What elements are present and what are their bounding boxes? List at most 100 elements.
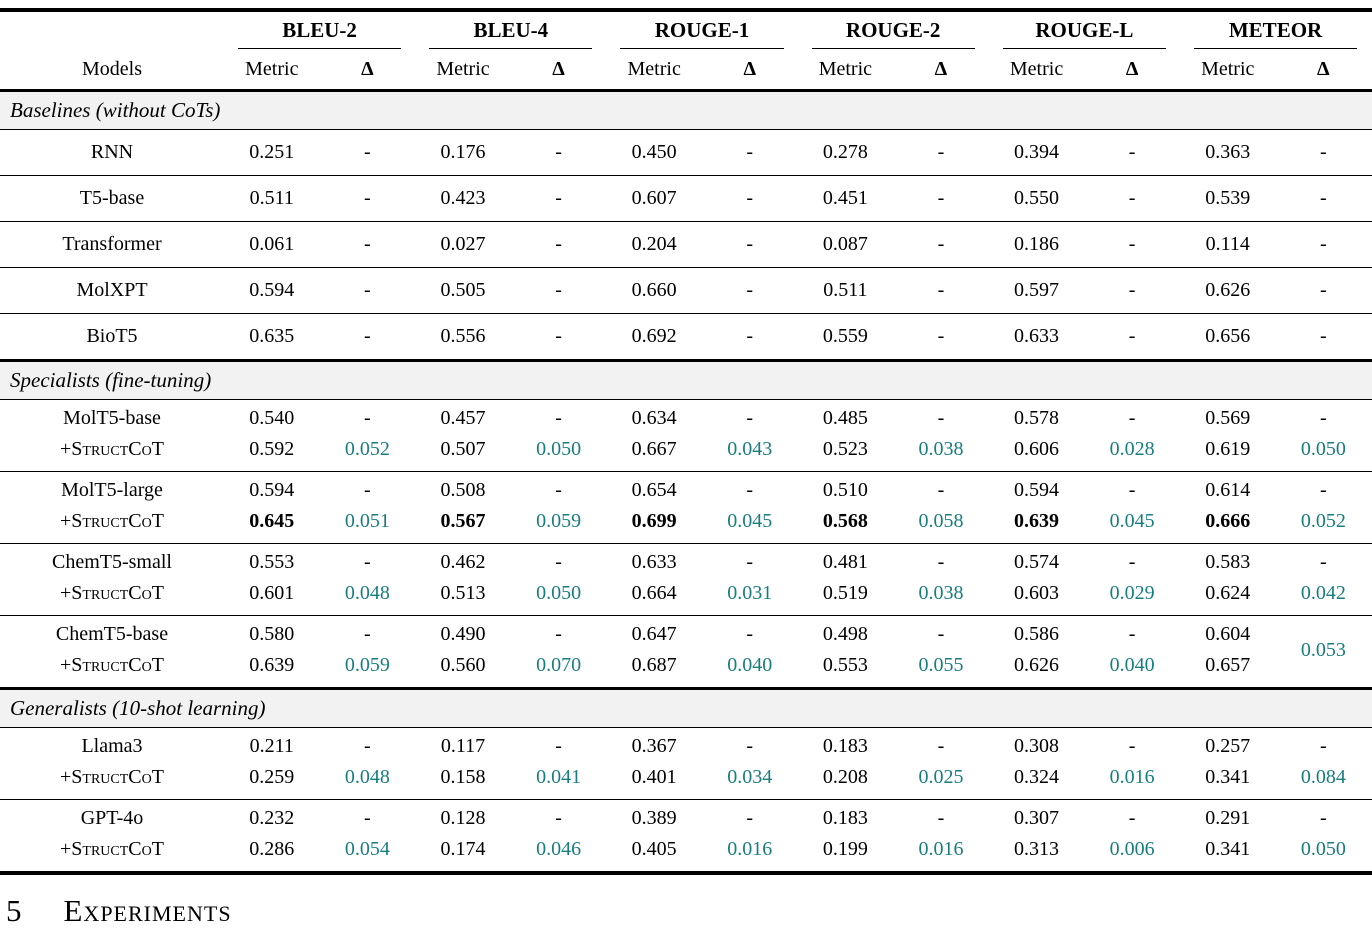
delta-value: - (555, 735, 562, 757)
table-row: BioT5 0.635 - 0.556 - 0.692 - 0.559 - 0.633 - 0.656… (0, 313, 1372, 359)
delta-value: 0.016 (727, 838, 773, 860)
delta-value: - (1319, 807, 1327, 829)
table-cell: 0.128 0.174 (415, 803, 511, 865)
delta-value: - (364, 735, 371, 757)
table-cell: 0.633 0.664 (606, 547, 702, 609)
table-cell: - (1084, 229, 1180, 260)
table-group-header-row: BLEU-2 BLEU-4 ROUGE-1 ROUGE-2 ROUGE-L METEOR (0, 8, 1372, 49)
delta-value: 0.052 (344, 438, 390, 460)
metric-value: 0.553 (822, 654, 868, 676)
metric-value: 0.660 (631, 279, 677, 301)
delta-value: - (1128, 551, 1136, 573)
metric-column-header: Metric (436, 57, 490, 80)
metric-value: 0.664 (631, 582, 677, 604)
model-label: +StructCoT (60, 654, 164, 676)
metric-value: 0.401 (631, 766, 677, 788)
delta-value: - (555, 807, 562, 829)
metric-value: 0.313 (1014, 838, 1060, 860)
table-row: MolT5-base +StructCoT 0.540 0.592 - 0.052 0.45… (0, 400, 1372, 471)
delta-value: 0.040 (1109, 654, 1155, 676)
metric-value: 0.114 (1205, 233, 1250, 255)
table-cell: 0.186 (989, 229, 1085, 260)
table-cell: 0.257 0.341 (1180, 731, 1276, 793)
metric-value: 0.513 (440, 582, 486, 604)
delta-value: 0.050 (1300, 838, 1346, 860)
delta-value: - (746, 735, 754, 757)
table-cell: 0.626 (1180, 275, 1276, 306)
metric-value: 0.498 (822, 623, 868, 645)
delta-value: 0.058 (918, 510, 964, 532)
metric-value: 0.308 (1014, 735, 1060, 757)
model-label: +StructCoT (60, 438, 164, 460)
delta-value: - (364, 233, 371, 255)
metric-value: 0.586 (1014, 623, 1060, 645)
table-cell: 0.660 (606, 275, 702, 306)
table-cell: 0.485 0.523 (798, 403, 894, 465)
metric-value: 0.183 (822, 735, 868, 757)
delta-value: 0.040 (727, 654, 773, 676)
table-cell: - (1084, 183, 1180, 214)
delta-value: - (364, 279, 371, 301)
table-cell: 0.389 0.405 (606, 803, 702, 865)
section-heading: 5 Experiments (6, 893, 232, 929)
table-cell: - 0.040 (1084, 619, 1180, 681)
table-cell: 0.578 0.606 (989, 403, 1085, 465)
model-name-cell: BioT5 (0, 321, 224, 352)
metric-value: 0.666 (1205, 510, 1251, 532)
table-cell: 0.278 (798, 137, 894, 168)
delta-value: - (1128, 325, 1136, 347)
table-cell: 0.053 (1276, 635, 1372, 666)
table-cell: - 0.041 (511, 731, 607, 793)
metric-value: 0.423 (440, 187, 486, 209)
table-row: Llama3 +StructCoT 0.211 0.259-0.048 0.117 0.1… (0, 728, 1372, 799)
model-label: ChemT5-base (55, 623, 169, 645)
table-cell: - (511, 229, 607, 260)
delta-value: - (746, 141, 754, 163)
metric-value: 0.574 (1014, 551, 1060, 573)
delta-value: - (1128, 233, 1136, 255)
metric-value: 0.647 (631, 623, 677, 645)
delta-value: - (364, 551, 371, 573)
model-name-cell: ChemT5-small +StructCoT (0, 547, 224, 609)
metric-value: 0.199 (822, 838, 868, 860)
table-cell: - 0.084 (1276, 731, 1372, 793)
metric-value: 0.158 (440, 766, 486, 788)
table-cell: - 0.046 (511, 803, 607, 865)
table-cell: - (1084, 275, 1180, 306)
metric-column-header: Metric (818, 57, 873, 80)
metric-column-header: Metric (1201, 57, 1255, 80)
metric-value: 0.553 (249, 551, 295, 573)
delta-value: - (937, 325, 945, 347)
metric-value: 0.559 (822, 325, 868, 347)
table-cell: 0.656 (1180, 321, 1276, 352)
table-cell: 0.394 (989, 137, 1085, 168)
metric-value: 0.601 (249, 582, 295, 604)
metric-value: 0.568 (822, 510, 868, 532)
table-cell: - 0.045 (702, 475, 798, 537)
delta-value: 0.059 (536, 510, 582, 532)
table-cell: - (1084, 137, 1180, 168)
table-cell: - 0.025 (893, 731, 989, 793)
delta-value: 0.052 (1300, 510, 1346, 532)
table-cell: 0.176 (415, 137, 511, 168)
delta-value: 0.048 (344, 766, 390, 788)
metric-value: 0.363 (1205, 141, 1251, 163)
metric-value: 0.405 (631, 838, 677, 860)
model-label: MolT5-base (63, 407, 161, 429)
model-label: Llama3 (81, 735, 143, 757)
delta-value: - (937, 141, 945, 163)
table-cell: - (702, 137, 798, 168)
delta-value: - (555, 187, 562, 209)
delta-value: 0.042 (1300, 582, 1346, 604)
model-name-cell: MolT5-base +StructCoT (0, 403, 224, 465)
table-cell: - (893, 183, 989, 214)
metric-value: 0.278 (822, 141, 868, 163)
metric-column-header: Metric (627, 57, 681, 80)
metric-value: 0.583 (1205, 551, 1251, 573)
table-cell: - (1084, 321, 1180, 352)
metric-value: 0.307 (1014, 807, 1060, 829)
table-cell: 0.505 (415, 275, 511, 306)
delta-column-header: Δ (1125, 57, 1139, 80)
table-row: T5-base 0.511 - 0.423 - 0.607 - 0.451 - 0.550 - 0.5… (0, 175, 1372, 221)
model-label: ChemT5-small (52, 551, 172, 573)
